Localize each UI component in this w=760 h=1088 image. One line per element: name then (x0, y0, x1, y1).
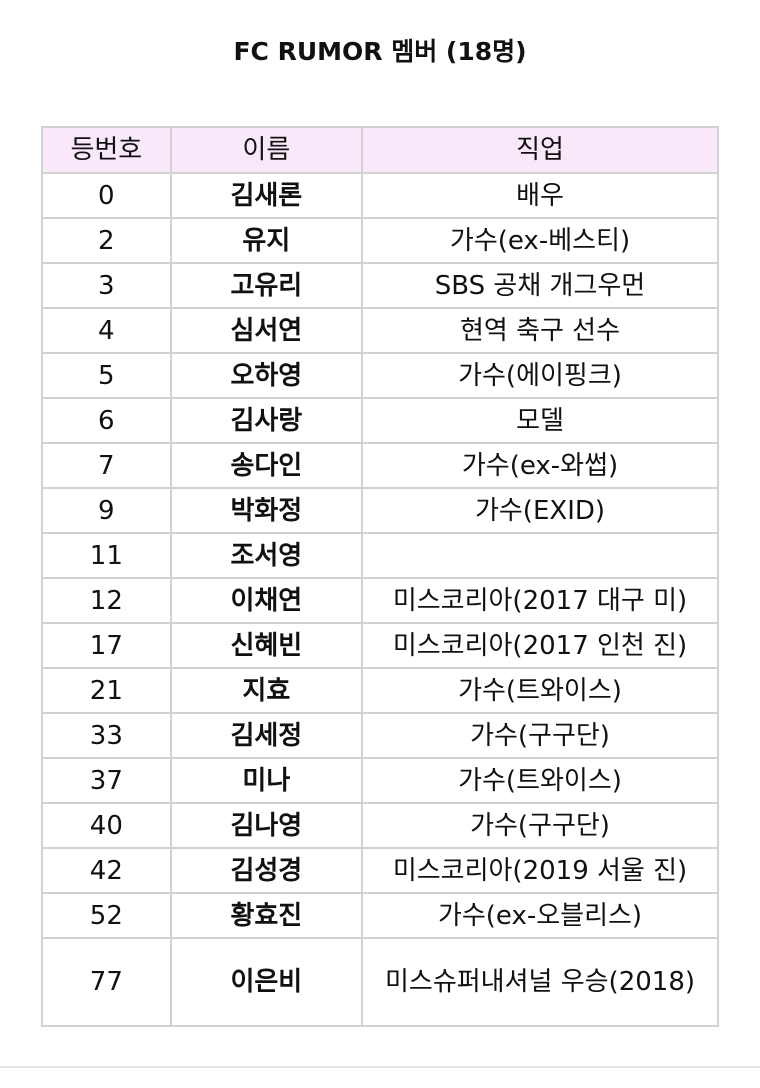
cell-job: 가수(ex-와썹) (361, 442, 719, 489)
cell-number: 5 (41, 352, 172, 399)
cell-name: 미나 (169, 757, 364, 804)
cell-name: 심서연 (169, 307, 364, 354)
cell-number: 3 (41, 262, 172, 309)
cell-name: 김사랑 (169, 397, 364, 444)
cell-job: 배우 (361, 172, 719, 219)
cell-name: 이은비 (169, 937, 364, 1027)
cell-job: 가수(구구단) (361, 802, 719, 849)
cell-name: 이채연 (169, 577, 364, 624)
cell-job: 가수(ex-오블리스) (361, 892, 719, 939)
cell-job: 미스코리아(2017 인천 진) (361, 622, 719, 669)
header-name: 이름 (169, 126, 364, 174)
cell-name: 송다인 (169, 442, 364, 489)
cell-number: 33 (41, 712, 172, 759)
cell-name: 유지 (169, 217, 364, 264)
table-row: 4 심서연 현역 축구 선수 (41, 307, 719, 354)
cell-name: 김세정 (169, 712, 364, 759)
cell-job: 미스코리아(2017 대구 미) (361, 577, 719, 624)
cell-number: 4 (41, 307, 172, 354)
members-table: 등번호 이름 직업 0 김새론 배우 2 유지 가수(ex-베스티) 3 고유리 SBS 공채 … (41, 126, 719, 1027)
table-row: 0 김새론 배우 (41, 172, 719, 219)
table-row: 42 김성경 미스코리아(2019 서울 진) (41, 847, 719, 894)
cell-job: 가수(트와이스) (361, 667, 719, 714)
cell-job: 미스코리아(2019 서울 진) (361, 847, 719, 894)
cell-name: 지효 (169, 667, 364, 714)
cell-job: SBS 공채 개그우먼 (361, 262, 719, 309)
cell-number: 42 (41, 847, 172, 894)
cell-name: 신혜빈 (169, 622, 364, 669)
table-row: 7 송다인 가수(ex-와썹) (41, 442, 719, 489)
cell-name: 김새론 (169, 172, 364, 219)
cell-number: 12 (41, 577, 172, 624)
table-row: 77 이은비 미스슈퍼내셔널 우승(2018) (41, 937, 719, 1027)
cell-number: 6 (41, 397, 172, 444)
cell-job: 가수(ex-베스티) (361, 217, 719, 264)
cell-job: 현역 축구 선수 (361, 307, 719, 354)
cell-job: 모델 (361, 397, 719, 444)
table-row: 40 김나영 가수(구구단) (41, 802, 719, 849)
cell-number: 7 (41, 442, 172, 489)
cell-name: 박화정 (169, 487, 364, 534)
cell-number: 52 (41, 892, 172, 939)
cell-job: 가수(구구단) (361, 712, 719, 759)
table-row: 11 조서영 (41, 532, 719, 579)
table-row: 17 신혜빈 미스코리아(2017 인천 진) (41, 622, 719, 669)
header-job: 직업 (361, 126, 719, 174)
cell-job: 가수(EXID) (361, 487, 719, 534)
cell-number: 0 (41, 172, 172, 219)
cell-name: 고유리 (169, 262, 364, 309)
table-row: 3 고유리 SBS 공채 개그우먼 (41, 262, 719, 309)
cell-job: 가수(에이핑크) (361, 352, 719, 399)
table-row: 12 이채연 미스코리아(2017 대구 미) (41, 577, 719, 624)
cell-name: 조서영 (169, 532, 364, 579)
table-row: 9 박화정 가수(EXID) (41, 487, 719, 534)
cell-number: 11 (41, 532, 172, 579)
table-row: 33 김세정 가수(구구단) (41, 712, 719, 759)
cell-job: 미스슈퍼내셔널 우승(2018) (361, 937, 719, 1027)
table-row: 5 오하영 가수(에이핑크) (41, 352, 719, 399)
cell-number: 9 (41, 487, 172, 534)
page-title: FC RUMOR 멤버 (18명) (233, 37, 527, 66)
table-row: 6 김사랑 모델 (41, 397, 719, 444)
cell-number: 77 (41, 937, 172, 1027)
cell-number: 37 (41, 757, 172, 804)
table-row: 21 지효 가수(트와이스) (41, 667, 719, 714)
table-header-row: 등번호 이름 직업 (41, 126, 719, 174)
cell-name: 김나영 (169, 802, 364, 849)
cell-name: 황효진 (169, 892, 364, 939)
cell-name: 김성경 (169, 847, 364, 894)
divider (0, 1066, 760, 1068)
cell-job: 가수(트와이스) (361, 757, 719, 804)
cell-job (361, 532, 719, 579)
cell-number: 21 (41, 667, 172, 714)
table-row: 52 황효진 가수(ex-오블리스) (41, 892, 719, 939)
table-row: 2 유지 가수(ex-베스티) (41, 217, 719, 264)
header-number: 등번호 (41, 126, 172, 174)
cell-number: 17 (41, 622, 172, 669)
cell-number: 2 (41, 217, 172, 264)
table-row: 37 미나 가수(트와이스) (41, 757, 719, 804)
cell-name: 오하영 (169, 352, 364, 399)
cell-number: 40 (41, 802, 172, 849)
